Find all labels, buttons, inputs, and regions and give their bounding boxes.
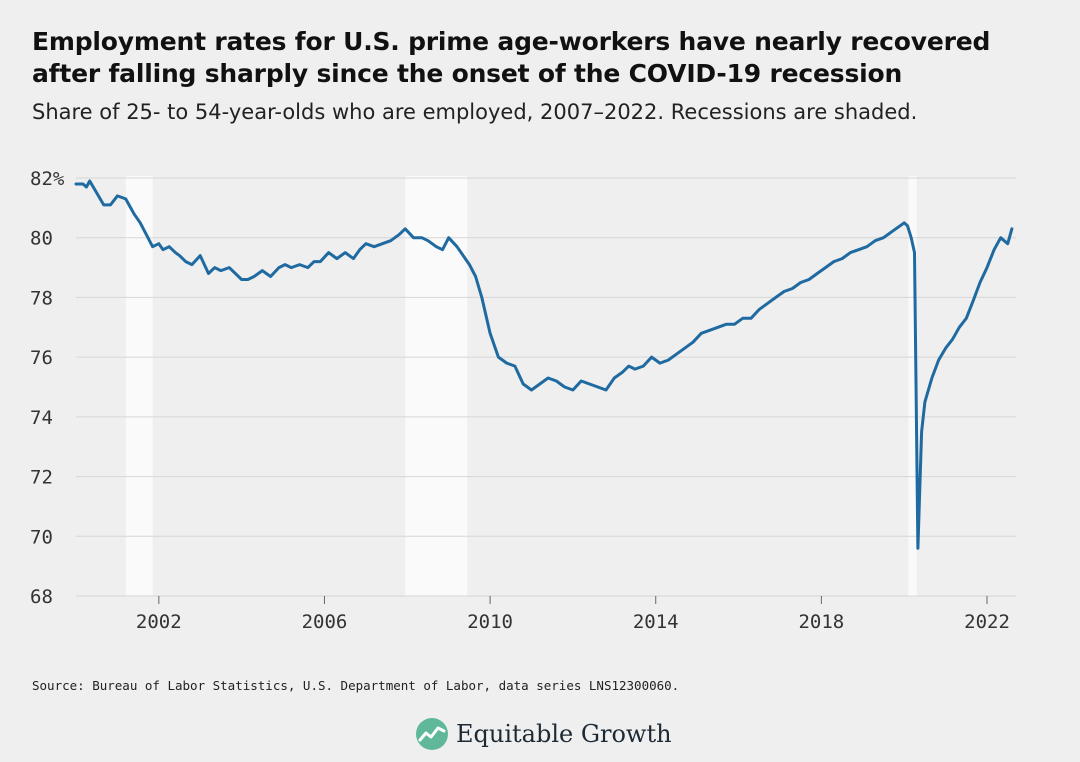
equitable-growth-logo-icon [416,718,448,750]
brand-logo[interactable]: Equitable Growth [414,714,672,754]
y-tick-label-74: 74 [30,407,53,429]
x-tick-label-2006: 2006 [302,611,348,633]
x-tick-label-2014: 2014 [633,611,679,633]
recession-band-2 [908,176,917,596]
chart-title: Employment rates for U.S. prime age-work… [32,27,991,88]
x-tick-label-2002: 2002 [136,611,182,633]
recession-band-0 [125,176,153,596]
series-line-0 [74,179,1014,550]
y-tick-label-72: 72 [30,467,53,489]
y-tick-label-80: 80 [30,228,53,250]
chart-subtitle: Share of 25- to 54-year-olds who are emp… [32,100,918,124]
y-tick-label-78: 78 [30,287,53,309]
y-tick-label-70: 70 [30,526,53,548]
y-tick-label-68: 68 [30,586,53,608]
y-tick-label-76: 76 [30,347,53,369]
x-tick-label-2010: 2010 [467,611,513,633]
y-tick-label-82: 82% [30,168,65,190]
source-note: Source: Bureau of Labor Statistics, U.S.… [32,678,680,693]
x-tick-label-2022: 2022 [964,611,1010,633]
x-tick-label-2018: 2018 [798,611,844,633]
brand-name: Equitable Growth [456,720,672,748]
line-chart: 68 70 72 74 76 78 80 82% 2002 2006 2010 2014 2018 202… [30,168,1016,633]
